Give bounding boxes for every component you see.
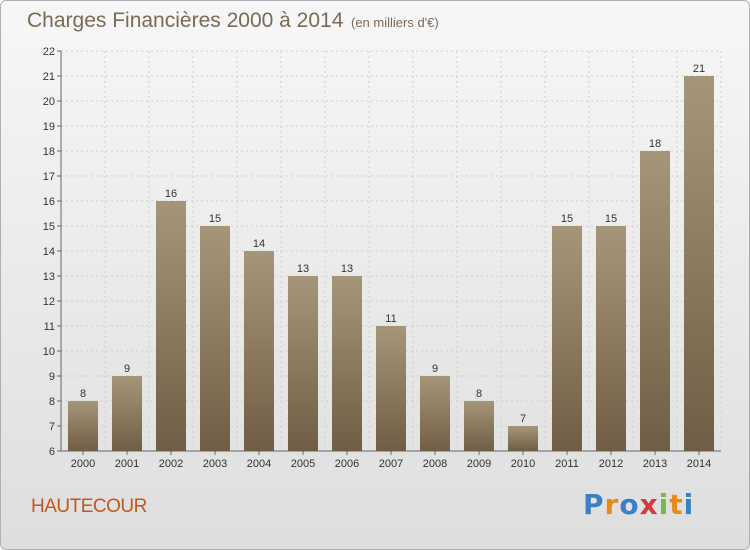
x-tick-label-2009: 2009 [467, 458, 491, 470]
x-tick-label-2014: 2014 [687, 458, 711, 470]
y-tick-label: 13 [43, 271, 55, 283]
data-label-2014: 21 [693, 63, 705, 75]
data-label-2006: 13 [341, 263, 353, 275]
bars [68, 76, 714, 451]
bar-2004 [244, 251, 274, 451]
y-tick-label: 15 [43, 221, 55, 233]
x-tick-label-2013: 2013 [643, 458, 667, 470]
x-tick-label-2000: 2000 [71, 458, 95, 470]
y-tick-label: 11 [44, 321, 55, 333]
data-label-2002: 16 [165, 188, 177, 200]
data-label-2001: 9 [124, 363, 130, 375]
x-tick-label-2007: 2007 [379, 458, 403, 470]
data-label-2008: 9 [432, 363, 438, 375]
bar-2007 [376, 326, 406, 451]
bar-2001 [112, 376, 142, 451]
bar-2011 [552, 226, 582, 451]
proxiti-logo: Proxiti [583, 488, 694, 521]
data-label-2011: 15 [561, 213, 573, 225]
y-tick-label: 12 [43, 296, 55, 308]
bar-2010 [508, 426, 538, 451]
y-tick-label: 17 [43, 171, 55, 183]
logo-letter: i [683, 488, 695, 521]
y-tick-label: 6 [49, 446, 55, 458]
logo-letter: r [604, 488, 620, 521]
data-label-2012: 15 [605, 213, 617, 225]
x-tick-label-2002: 2002 [159, 458, 183, 470]
bar-2013 [640, 151, 670, 451]
data-label-2004: 14 [253, 238, 265, 250]
logo-letter: x [639, 488, 659, 521]
x-tick-label-2010: 2010 [511, 458, 535, 470]
y-tick-label: 21 [43, 71, 55, 83]
bar-2005 [288, 276, 318, 451]
data-label-2007: 11 [385, 313, 396, 325]
x-tick-label-2004: 2004 [247, 458, 271, 470]
logo-letter: o [619, 488, 640, 521]
bar-2008 [420, 376, 450, 451]
bar-2009 [464, 401, 494, 451]
y-tick-label: 18 [43, 146, 55, 158]
x-tick-label-2011: 2011 [555, 458, 579, 470]
logo-letter: i [658, 488, 670, 521]
y-tick-label: 22 [43, 46, 55, 58]
chart-subtitle: (en milliers d'€) [351, 15, 439, 30]
y-tick-label: 7 [49, 421, 55, 433]
logo-letter: t [669, 488, 684, 521]
bar-2000 [68, 401, 98, 451]
labels: 6 7 8 9 10 11 12 13 14 15 16 17 18 19 20 21 22 8 2000 9 2001… [43, 46, 711, 470]
bar-2006 [332, 276, 362, 451]
logo-letter: P [583, 488, 605, 521]
data-label-2005: 13 [297, 263, 309, 275]
x-tick-label-2003: 2003 [203, 458, 227, 470]
y-tick-label: 16 [43, 196, 55, 208]
y-tick-label: 9 [49, 371, 55, 383]
chart-title: Charges Financières 2000 à 2014 [27, 9, 344, 32]
data-label-2003: 15 [209, 213, 221, 225]
y-tick-label: 8 [49, 396, 55, 408]
y-tick-label: 14 [43, 246, 55, 258]
bar-2002 [156, 201, 186, 451]
data-label-2013: 18 [649, 138, 661, 150]
data-label-2010: 7 [520, 413, 526, 425]
data-label-2009: 8 [476, 388, 482, 400]
bar-2012 [596, 226, 626, 451]
y-tick-label: 19 [43, 121, 55, 133]
x-tick-label-2006: 2006 [335, 458, 359, 470]
x-tick-label-2001: 2001 [115, 458, 139, 470]
y-tick-label: 20 [43, 96, 55, 108]
x-tick-label-2008: 2008 [423, 458, 447, 470]
x-tick-label-2012: 2012 [599, 458, 623, 470]
bar-2014 [684, 76, 714, 451]
bar-2003 [200, 226, 230, 451]
y-tick-label: 10 [43, 346, 55, 358]
commune-name: HAUTECOUR [31, 496, 147, 517]
x-tick-label-2005: 2005 [291, 458, 315, 470]
data-label-2000: 8 [80, 388, 86, 400]
